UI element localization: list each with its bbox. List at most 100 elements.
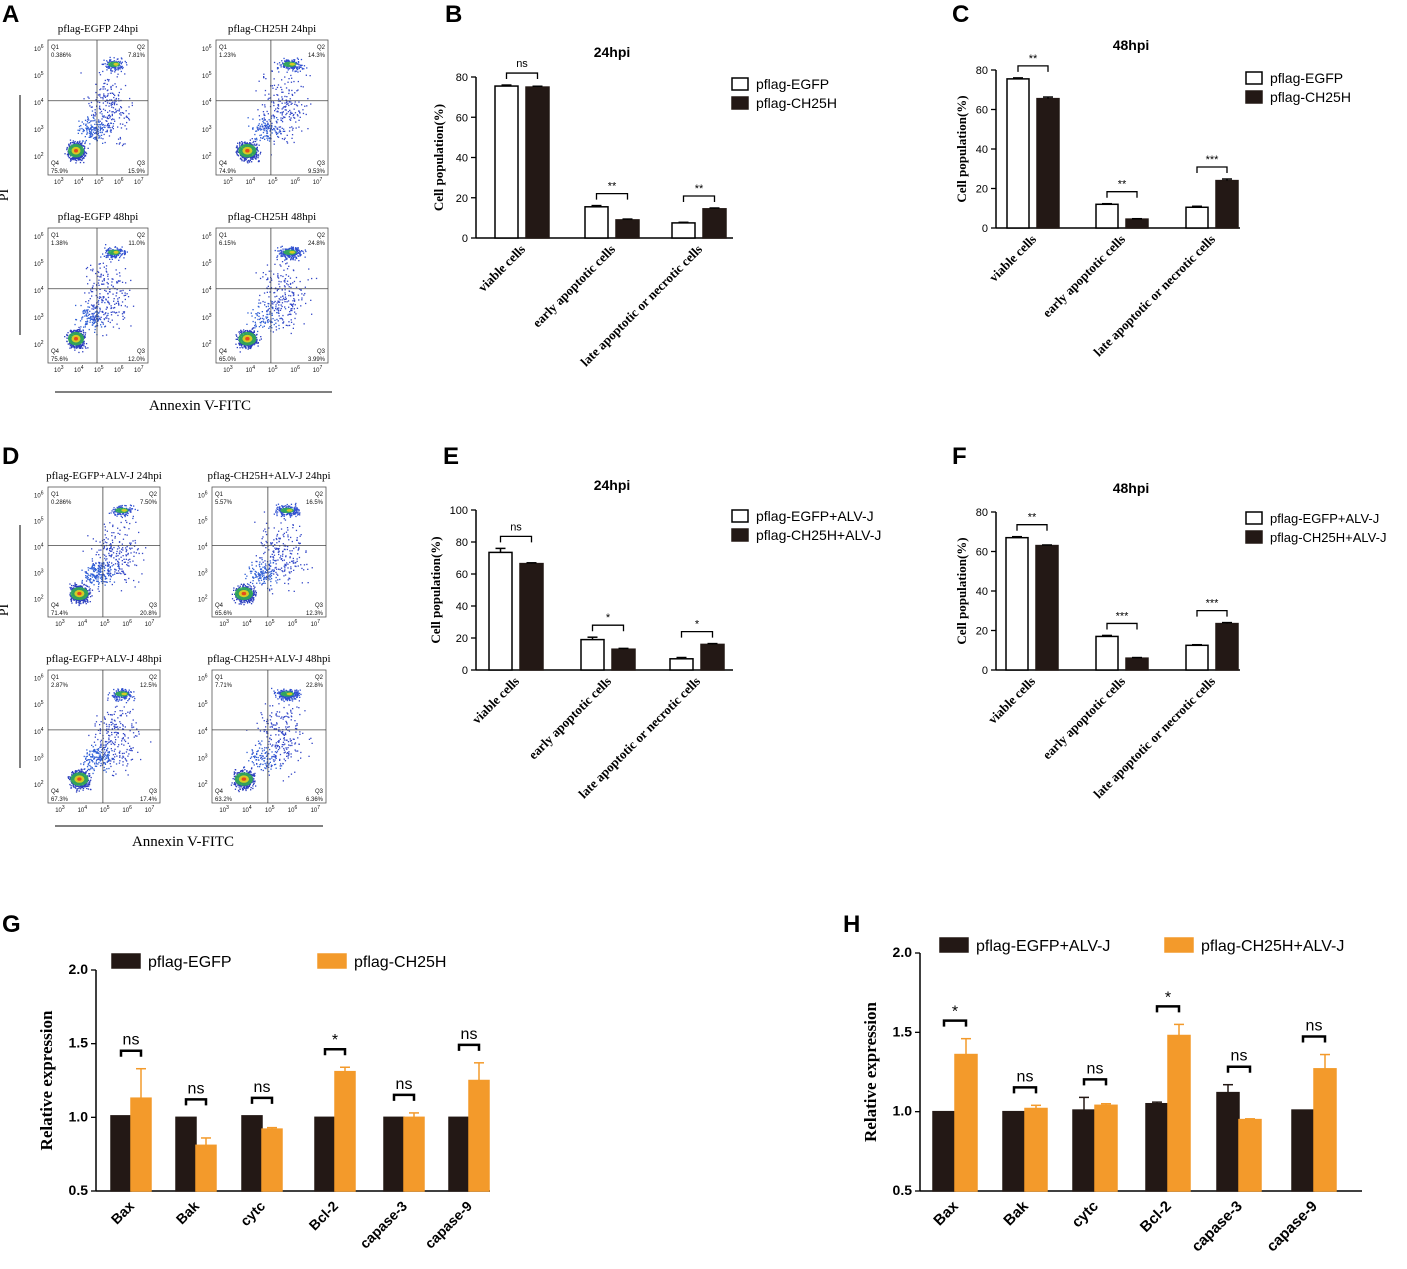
flow-event (240, 344, 242, 346)
flow-event (235, 146, 238, 149)
flow-event (287, 60, 289, 62)
flow-x-tick-exp: 7 (319, 177, 322, 183)
flow-event (258, 144, 260, 146)
flow-event (284, 292, 286, 294)
flow-event (82, 329, 84, 331)
flow-event (284, 60, 286, 63)
flow-event (81, 342, 84, 344)
flow-event (107, 256, 109, 258)
flow-event (269, 281, 271, 283)
flow-event (68, 146, 70, 148)
flow-event (99, 276, 101, 278)
flow-event (89, 298, 91, 300)
flow-event (255, 272, 257, 274)
flow-event (76, 346, 78, 348)
flow-event (97, 131, 99, 133)
flow-event (124, 251, 126, 254)
flow-event (260, 324, 262, 326)
flow-event (280, 281, 282, 283)
flow-event (104, 100, 106, 102)
flow-event (93, 128, 95, 130)
flow-event (255, 153, 257, 155)
flow-event (276, 318, 278, 321)
flow-event (116, 292, 118, 294)
flow-event (70, 330, 72, 332)
flow-event (299, 252, 301, 254)
flow-event (68, 157, 71, 159)
flow-event (79, 600, 81, 602)
flow-event (118, 143, 120, 145)
flow-event (72, 585, 75, 587)
flow-event (116, 282, 118, 284)
flow-event (288, 89, 290, 91)
flow-event (301, 130, 303, 132)
flow-event (244, 159, 246, 161)
flow-event (288, 265, 290, 267)
flow-event (70, 159, 72, 161)
flow-event (264, 118, 266, 121)
quadrant-label-q2: Q2 (137, 233, 146, 239)
flow-event (112, 574, 114, 576)
flow-event (296, 257, 298, 260)
flow-event (101, 127, 103, 129)
flow-event (286, 103, 288, 105)
flow-event (264, 106, 266, 108)
flow-event (118, 67, 120, 69)
flow-event (121, 281, 124, 283)
flow-event (86, 130, 88, 132)
flow-event (117, 302, 120, 304)
flow-event (283, 285, 286, 287)
flow-event (89, 321, 91, 323)
flow-event (252, 127, 254, 130)
flow-event (247, 117, 249, 119)
flow-event (279, 126, 282, 128)
flow-event (282, 275, 284, 278)
flow-event (99, 135, 101, 137)
flow-event (253, 155, 255, 157)
flow-event (80, 345, 82, 347)
flow-event (85, 301, 87, 303)
flow-event (276, 107, 279, 109)
flow-event (252, 320, 254, 323)
flow-event (256, 127, 258, 129)
flow-event (293, 61, 296, 63)
flow-event (102, 300, 104, 302)
flow-event (71, 588, 74, 590)
flow-event (109, 258, 111, 260)
flow-event (120, 127, 123, 129)
flow-event (291, 134, 294, 136)
flow-event (98, 126, 100, 128)
flow-event (96, 311, 99, 313)
flow-event (267, 309, 269, 312)
flow-event (105, 244, 107, 246)
flow-event (284, 109, 286, 111)
flow-event (274, 300, 276, 303)
flow-event (279, 100, 281, 102)
flow-event (274, 125, 276, 128)
flow-event (108, 105, 110, 107)
flow-event (101, 310, 104, 313)
flow-event (296, 307, 299, 309)
flow-event (283, 298, 285, 301)
flow-event (120, 290, 122, 292)
flow-event (250, 346, 252, 348)
flow-event (263, 321, 265, 323)
flow-event (102, 116, 104, 118)
flow-event (301, 297, 303, 299)
flow-x-tick-exp: 4 (81, 177, 84, 183)
flow-event (254, 140, 257, 143)
flow-event (295, 286, 298, 288)
flow-event (302, 109, 304, 111)
flow-event (115, 60, 117, 62)
flow-event (73, 347, 76, 349)
flow-y-tick: 103 (202, 125, 212, 134)
flow-event (256, 151, 258, 153)
flow-event (95, 574, 98, 577)
flow-event (115, 295, 117, 297)
flow-event (261, 104, 264, 106)
flow-event (296, 68, 298, 70)
flow-event (261, 321, 263, 323)
flow-event (110, 104, 112, 106)
flow-event (105, 256, 107, 259)
flow-event (102, 70, 104, 73)
